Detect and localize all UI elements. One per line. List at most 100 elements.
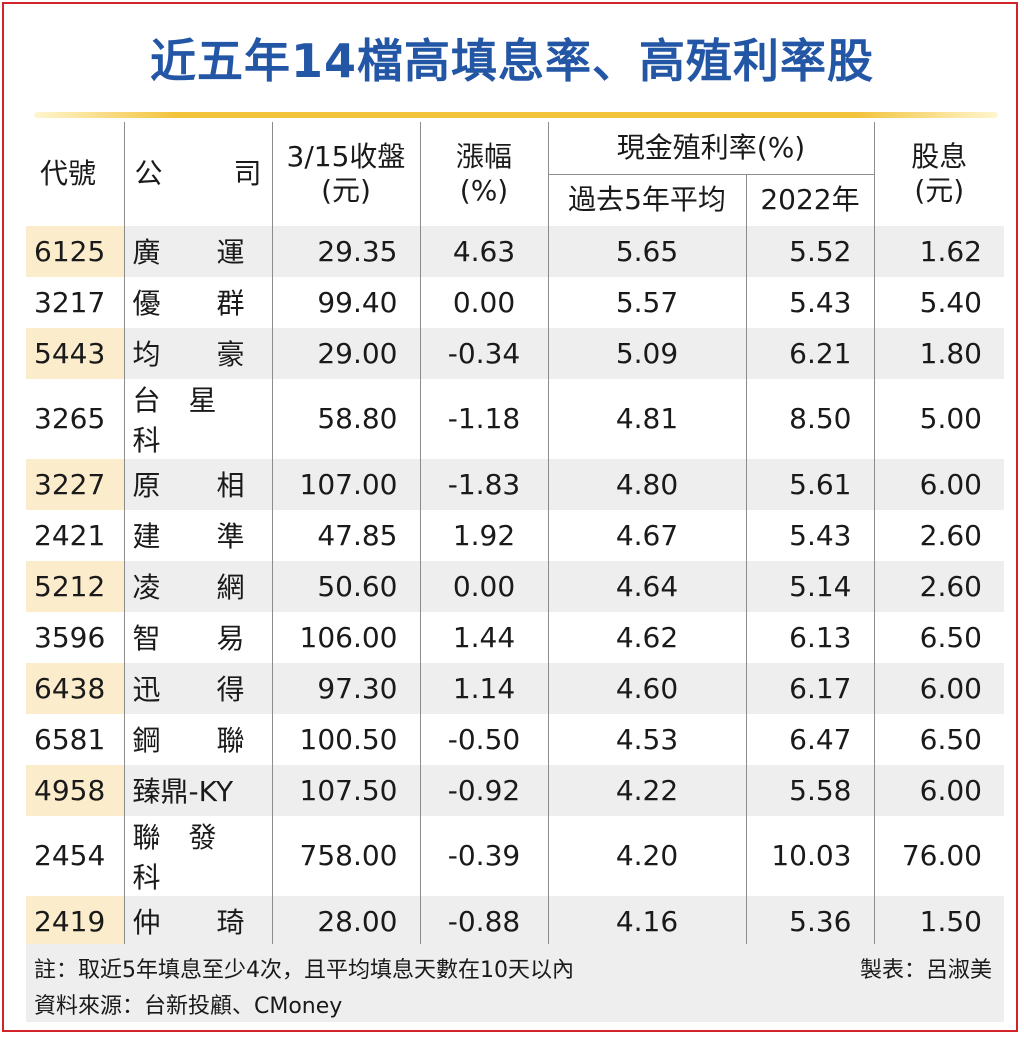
- cell-company: 均 豪: [123, 327, 272, 379]
- cell-yield-2022: 6.17: [745, 662, 874, 714]
- cell-close: 50.60: [271, 560, 420, 612]
- cell-close: 758.00: [271, 815, 420, 896]
- header-dividend-line2: (元): [914, 173, 965, 207]
- cell-code: 6125: [26, 225, 124, 277]
- header-change-line1: 漲幅: [455, 139, 512, 173]
- cell-change: 0.00: [419, 276, 548, 328]
- table-row: 2421 建 準 47.85 1.92 4.67 5.43 2.60: [26, 509, 1004, 561]
- header-close-line1: 3/15收盤: [286, 139, 406, 173]
- title-underline: [34, 112, 998, 118]
- cell-yield-2022: 5.14: [745, 560, 874, 612]
- cell-code: 6581: [34, 722, 106, 756]
- cell-company: 凌 網: [123, 560, 272, 612]
- header-company-char-2: 司: [233, 156, 262, 190]
- cell-company: 台 星 科: [123, 378, 272, 459]
- cell-code: 5212: [26, 560, 124, 612]
- table-row: 2419 仲 琦 28.00 -0.88 4.16 5.36 1.50: [26, 895, 1004, 947]
- header-company-char-1: 公: [134, 156, 163, 190]
- header-company: 公 司: [123, 122, 272, 226]
- cell-yield-avg5: 5.65: [547, 225, 746, 277]
- table-row: 6438 迅 得 97.30 1.14 4.60 6.17 6.00: [26, 662, 1004, 714]
- table-row: 6125 廣 運 29.35 4.63 5.65 5.52 1.62: [26, 225, 1004, 277]
- cell-dividend: 6.00: [873, 458, 1004, 510]
- header-close-line2: (元): [321, 173, 371, 207]
- cell-dividend: 76.00: [873, 815, 1004, 896]
- header-close: 3/15收盤 (元): [271, 122, 420, 226]
- cell-close: 107.50: [271, 764, 420, 816]
- cell-yield-avg5: 4.53: [547, 713, 746, 765]
- cell-yield-avg5: 4.80: [547, 458, 746, 510]
- cell-change: -1.18: [419, 378, 548, 459]
- cell-company: 臻鼎-KY: [123, 764, 272, 816]
- cell-yield-2022: 8.50: [745, 378, 874, 459]
- cell-code: 3217: [34, 285, 106, 319]
- table-row: 4958 臻鼎-KY 107.50 -0.92 4.22 5.58 6.00: [26, 764, 1004, 816]
- cell-close: 107.00: [271, 458, 420, 510]
- cell-dividend: 6.00: [873, 764, 1004, 816]
- cell-code: 2419: [26, 895, 124, 947]
- dividend-table: 代號 公 司 3/15收盤 (元) 漲幅 (%) 現金殖利率(%): [26, 122, 1004, 998]
- cell-dividend: 1.62: [873, 225, 1004, 277]
- cell-change: -0.88: [419, 895, 548, 947]
- cell-close: 97.30: [271, 662, 420, 714]
- header-yield-group: 現金殖利率(%): [547, 122, 874, 175]
- cell-dividend: 2.60: [873, 509, 1004, 561]
- cell-yield-2022: 5.52: [745, 225, 874, 277]
- cell-dividend: 5.00: [873, 378, 1004, 459]
- cell-code: 3265: [34, 402, 106, 435]
- cell-company: 建 準: [123, 509, 272, 561]
- table-row: 3217 優 群 99.40 0.00 5.57 5.43 5.40: [26, 276, 1004, 328]
- cell-close: 100.50: [271, 713, 420, 765]
- table-row: 6581 鋼 聯 100.50 -0.50 4.53 6.47 6.50: [26, 713, 1004, 765]
- cell-company: 廣 運: [123, 225, 272, 277]
- cell-company: 仲 琦: [123, 895, 272, 947]
- cell-dividend: 6.50: [873, 713, 1004, 765]
- cell-change: -0.34: [419, 327, 548, 379]
- cell-code: 2454: [34, 839, 106, 872]
- table-row: 3227 原 相 107.00 -1.83 4.80 5.61 6.00: [26, 458, 1004, 510]
- cell-yield-avg5: 4.81: [547, 378, 746, 459]
- cell-close: 29.00: [271, 327, 420, 379]
- cell-change: 1.44: [419, 611, 548, 663]
- cell-change: -1.83: [419, 458, 548, 510]
- footer-notes: 註：取近5年填息至少4次，且平均填息天數在10天以內 資料來源：台新投顧、CMo…: [26, 944, 1004, 1022]
- cell-yield-avg5: 4.22: [547, 764, 746, 816]
- cell-yield-2022: 5.43: [745, 276, 874, 328]
- cell-yield-2022: 5.43: [745, 509, 874, 561]
- cell-dividend: 1.50: [873, 895, 1004, 947]
- cell-yield-avg5: 5.09: [547, 327, 746, 379]
- cell-yield-avg5: 4.64: [547, 560, 746, 612]
- cell-company: 原 相: [123, 458, 272, 510]
- cell-yield-2022: 6.13: [745, 611, 874, 663]
- header-code: 代號: [40, 156, 97, 190]
- cell-dividend: 5.40: [873, 276, 1004, 328]
- header-dividend: 股息 (元): [873, 122, 1004, 226]
- table-row: 3265 台 星 科 58.80 -1.18 4.81 8.50 5.00: [26, 378, 1004, 459]
- cell-change: -0.39: [419, 815, 548, 896]
- cell-yield-2022: 6.21: [745, 327, 874, 379]
- header-change-line2: (%): [459, 173, 509, 207]
- header-change: 漲幅 (%): [419, 122, 548, 226]
- cell-dividend: 2.60: [873, 560, 1004, 612]
- cell-dividend: 1.80: [873, 327, 1004, 379]
- cell-change: -0.92: [419, 764, 548, 816]
- header-dividend-line1: 股息: [911, 139, 968, 173]
- cell-close: 99.40: [271, 276, 420, 328]
- cell-change: 1.92: [419, 509, 548, 561]
- footnote: 註：取近5年填息至少4次，且平均填息天數在10天以內: [34, 958, 574, 983]
- table-row: 2454 聯 發 科 758.00 -0.39 4.20 10.03 76.00: [26, 815, 1004, 896]
- cell-change: -0.50: [419, 713, 548, 765]
- header-yield-avg5: 過去5年平均: [547, 174, 746, 226]
- chart-maker: 製表：呂淑美: [859, 958, 992, 983]
- cell-change: 4.63: [419, 225, 548, 277]
- cell-company: 鋼 聯: [123, 713, 272, 765]
- cell-yield-2022: 10.03: [745, 815, 874, 896]
- cell-yield-avg5: 4.67: [547, 509, 746, 561]
- table-body: 6125 廣 運 29.35 4.63 5.65 5.52 1.62 3217 優 群 99.40…: [26, 225, 1004, 998]
- page-title: 近五年14檔高填息率、高殖利率股: [149, 34, 874, 88]
- cell-change: 1.14: [419, 662, 548, 714]
- cell-dividend: 6.00: [873, 662, 1004, 714]
- cell-yield-avg5: 4.62: [547, 611, 746, 663]
- cell-code: 2421: [34, 518, 106, 552]
- cell-close: 28.00: [271, 895, 420, 947]
